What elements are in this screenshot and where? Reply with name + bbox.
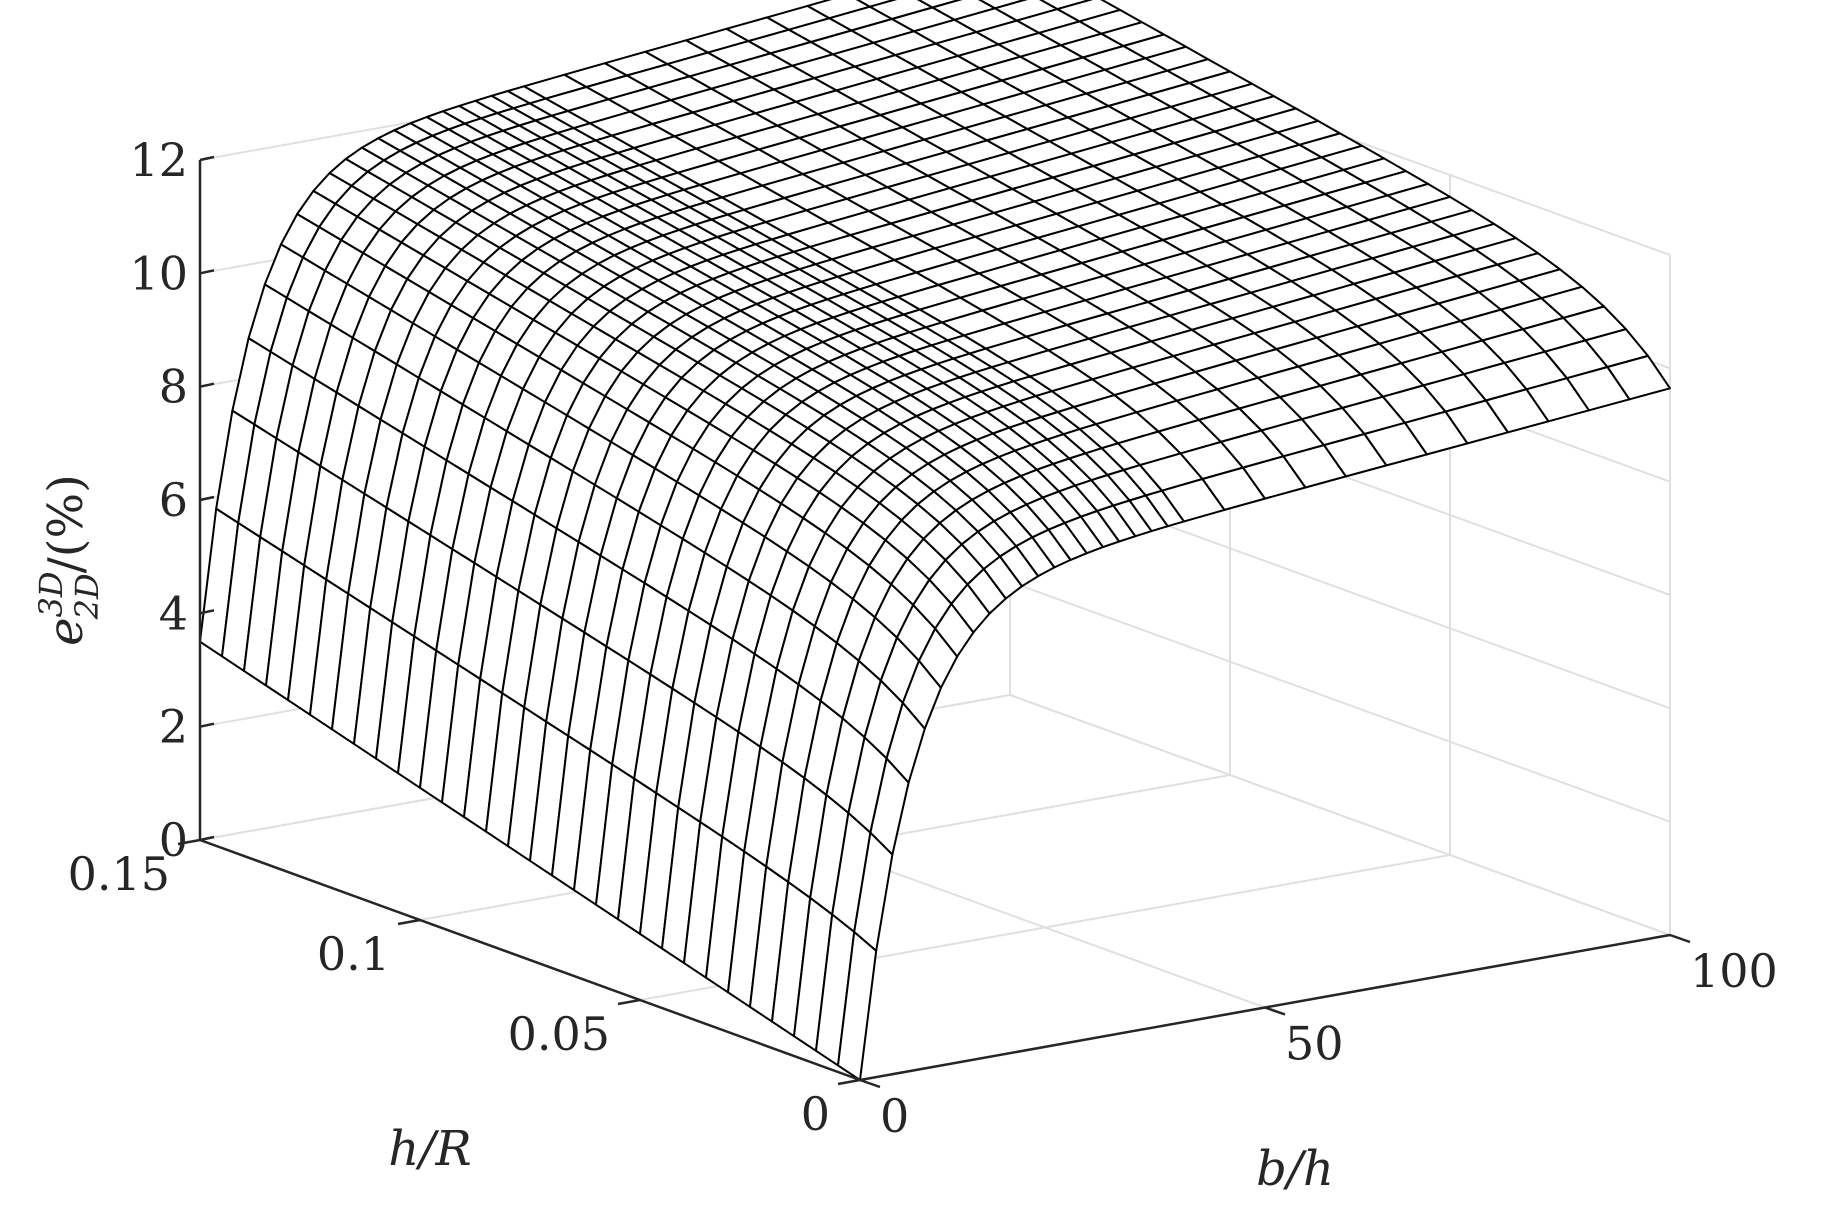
x-tick-mark (859, 1078, 881, 1089)
y-axis-label: h/R (388, 1121, 471, 1177)
y-tick-mark (837, 1078, 861, 1086)
grid-line-floor-x (1009, 694, 1671, 936)
y-tick-label: 0.15 (68, 847, 170, 901)
z-tick-mark (199, 382, 215, 388)
z-tick-mark (199, 835, 215, 842)
z-tick-label: 6 (159, 473, 188, 527)
z-tick-label: 4 (159, 586, 188, 640)
z-axis-label-sup: 3D (32, 571, 70, 617)
z-axis-label: e3D2D/(%) (32, 474, 106, 646)
x-tick-mark (1669, 933, 1691, 944)
surface-mesh (199, 0, 1671, 1081)
z-tick-mark (199, 609, 215, 615)
x-tick-label: 0 (880, 1089, 909, 1143)
y-tick-label: 0.05 (508, 1007, 610, 1061)
y-axis-line (199, 838, 861, 1082)
y-tick-mark (617, 998, 641, 1006)
axes-lines (177, 155, 1691, 1089)
z-tick-mark (199, 495, 215, 502)
y-tick-label: 0.1 (317, 927, 390, 981)
z-tick-label: 8 (159, 360, 188, 414)
z-tick-mark (199, 155, 215, 162)
y-tick-label: 0 (801, 1087, 830, 1141)
z-axis-label-base: e (38, 617, 94, 645)
z-tick-label: 0 (159, 813, 188, 867)
x-tick-label: 50 (1285, 1017, 1344, 1071)
y-tick-mark (397, 918, 421, 926)
z-tick-mark (199, 269, 215, 275)
y-tick-mark (177, 838, 201, 846)
z-tick-label: 12 (129, 133, 188, 187)
x-tick-label: 100 (1690, 944, 1778, 998)
grid-line-side-z (1009, 580, 1671, 823)
z-tick-label: 10 (129, 246, 188, 300)
z-axis-label-suffix: /(%) (38, 474, 94, 573)
z-tick-mark (199, 722, 215, 728)
x-tick-mark (1264, 1006, 1286, 1016)
z-tick-label: 2 (159, 700, 188, 754)
surface-patch (1606, 354, 1671, 401)
z-axis-label-sub: 2D (68, 573, 106, 620)
x-axis-label: b/h (1256, 1141, 1334, 1197)
